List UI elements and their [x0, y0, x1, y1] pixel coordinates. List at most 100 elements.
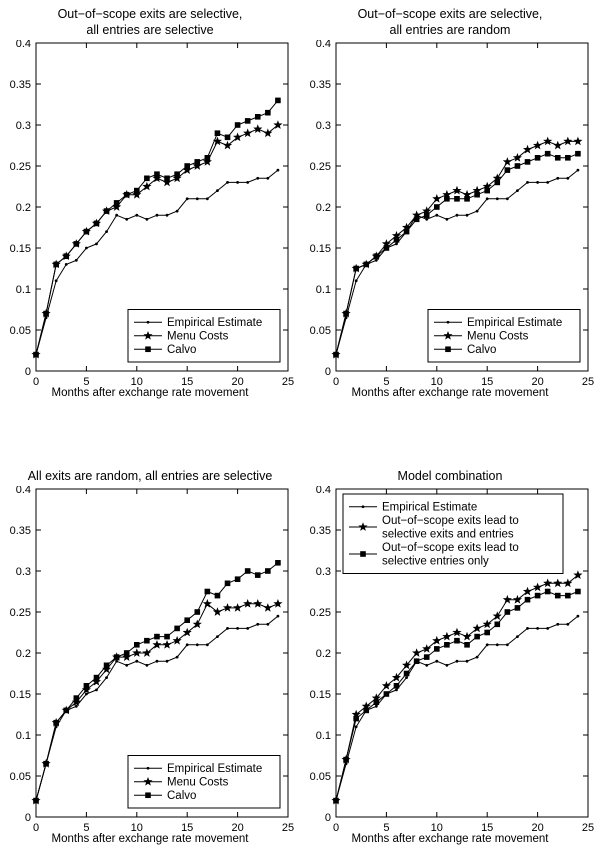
legend-label: Menu Costs — [167, 331, 229, 343]
x-axis-ticks: 0 5 10 15 20 25 — [333, 489, 594, 834]
svg-text:0.4: 0.4 — [16, 486, 31, 496]
svg-text:0: 0 — [33, 376, 39, 388]
svg-text:0.05: 0.05 — [10, 771, 31, 783]
svg-text:0.1: 0.1 — [316, 730, 331, 742]
svg-text:0.15: 0.15 — [310, 243, 331, 255]
chart-title-bottom-left: All exits are random, all entries are se… — [27, 469, 273, 483]
svg-text:0: 0 — [33, 822, 39, 834]
legend-label: Out−of−scope exits lead to selective entr… — [382, 542, 519, 568]
legend-label: Empirical Estimate — [167, 317, 262, 329]
svg-text:5: 5 — [383, 376, 389, 388]
svg-text:0.3: 0.3 — [316, 566, 331, 578]
svg-text:0.35: 0.35 — [10, 525, 31, 537]
chart-plot-top-right: 0 0.05 0.1 0.15 0.2 0.25 0.3 0.35 0.4 0 5 10 15 20 25 E… — [310, 40, 595, 388]
svg-text:0.05: 0.05 — [310, 325, 331, 337]
svg-text:0.1: 0.1 — [316, 284, 331, 296]
x-axis-ticks: 0 5 10 15 20 25 — [33, 489, 294, 834]
svg-text:0.3: 0.3 — [16, 566, 31, 578]
svg-text:5: 5 — [83, 376, 89, 388]
svg-text:0.35: 0.35 — [10, 79, 31, 91]
svg-text:0: 0 — [333, 376, 339, 388]
legend-label: Menu Costs — [167, 777, 229, 789]
svg-text:0.25: 0.25 — [310, 607, 331, 619]
series-0 — [334, 168, 580, 356]
svg-text:0.4: 0.4 — [16, 40, 31, 50]
svg-text:0.2: 0.2 — [316, 202, 331, 214]
svg-text:0.3: 0.3 — [316, 120, 331, 132]
svg-text:25: 25 — [582, 376, 594, 388]
svg-text:0.25: 0.25 — [10, 161, 31, 173]
svg-text:0.25: 0.25 — [310, 161, 331, 173]
svg-text:0.15: 0.15 — [310, 689, 331, 701]
svg-text:0: 0 — [325, 366, 331, 378]
svg-text:15: 15 — [181, 822, 193, 834]
svg-text:20: 20 — [231, 822, 243, 834]
x-axis-label-bottom-left: Months after exchange rate movement — [51, 833, 249, 845]
svg-text:25: 25 — [282, 376, 294, 388]
legend-label: Calvo — [467, 344, 496, 356]
chart-panel-bottom-left: All exits are random, all entries are se… — [0, 468, 300, 845]
legend-label: Empirical Estimate — [382, 502, 477, 514]
chart-panel-top-left: Out−of−scope exits are selective, all en… — [0, 6, 300, 399]
svg-text:20: 20 — [531, 376, 543, 388]
chart-title-bottom-right: Model combination — [397, 469, 503, 483]
svg-text:5: 5 — [83, 822, 89, 834]
svg-text:25: 25 — [582, 822, 594, 834]
legend-label: Empirical Estimate — [467, 317, 562, 329]
y-axis-ticks: 0 0.05 0.1 0.15 0.2 0.25 0.3 0.35 0.4 — [310, 486, 588, 824]
svg-text:10: 10 — [131, 376, 143, 388]
svg-text:0.2: 0.2 — [16, 648, 31, 660]
svg-text:15: 15 — [481, 822, 493, 834]
svg-text:0.15: 0.15 — [10, 243, 31, 255]
legend-label: Empirical Estimate — [167, 763, 262, 775]
svg-text:0.4: 0.4 — [316, 486, 331, 496]
chart-plot-top-left: 0 0.05 0.1 0.15 0.2 0.25 0.3 0.35 0.4 0 5 10 15 20 25 E… — [10, 40, 295, 388]
x-axis-label-bottom-right: Months after exchange rate movement — [351, 833, 549, 845]
legend-label: Calvo — [167, 790, 196, 802]
svg-text:0: 0 — [25, 366, 31, 378]
svg-text:10: 10 — [431, 822, 443, 834]
x-axis-ticks: 0 5 10 15 20 25 — [33, 43, 294, 388]
svg-text:5: 5 — [383, 822, 389, 834]
chart-panel-bottom-right: Model combination 0 0.05 0.1 0.15 0.2 0.25 0.3… — [300, 468, 600, 845]
svg-text:0: 0 — [325, 812, 331, 824]
y-axis-ticks: 0 0.05 0.1 0.15 0.2 0.25 0.3 0.35 0.4 — [10, 486, 288, 824]
series-0 — [34, 168, 280, 356]
chart-title-top-left: Out−of−scope exits are selective, all en… — [57, 7, 243, 37]
svg-text:0: 0 — [25, 812, 31, 824]
legend-label: Out−of−scope exits lead to selective exit… — [382, 515, 519, 541]
svg-text:0.4: 0.4 — [316, 40, 331, 50]
svg-text:0.25: 0.25 — [10, 607, 31, 619]
svg-text:10: 10 — [131, 822, 143, 834]
svg-text:0.05: 0.05 — [10, 325, 31, 337]
svg-text:15: 15 — [481, 376, 493, 388]
chart-plot-bottom-left: 0 0.05 0.1 0.15 0.2 0.25 0.3 0.35 0.4 0 5 10 15 20 25 E… — [10, 486, 295, 834]
legend-label: Menu Costs — [467, 331, 529, 343]
series-2 — [33, 97, 281, 358]
x-axis-label-top-right: Months after exchange rate movement — [351, 387, 549, 399]
svg-text:0.15: 0.15 — [10, 689, 31, 701]
x-axis-label-top-left: Months after exchange rate movement — [51, 387, 249, 399]
svg-text:0: 0 — [333, 822, 339, 834]
svg-text:15: 15 — [181, 376, 193, 388]
svg-text:0.35: 0.35 — [310, 525, 331, 537]
legend-label: Calvo — [167, 344, 196, 356]
svg-text:20: 20 — [231, 376, 243, 388]
x-axis-ticks: 0 5 10 15 20 25 — [333, 43, 594, 388]
svg-text:0.2: 0.2 — [316, 648, 331, 660]
svg-text:0.3: 0.3 — [16, 120, 31, 132]
y-axis-ticks: 0 0.05 0.1 0.15 0.2 0.25 0.3 0.35 0.4 — [310, 40, 588, 378]
svg-text:0.35: 0.35 — [310, 79, 331, 91]
chart-panel-top-right: Out−of−scope exits are selective, all en… — [300, 6, 600, 399]
svg-text:20: 20 — [531, 822, 543, 834]
svg-text:10: 10 — [431, 376, 443, 388]
svg-text:25: 25 — [282, 822, 294, 834]
svg-text:0.05: 0.05 — [310, 771, 331, 783]
svg-text:0.1: 0.1 — [16, 730, 31, 742]
y-axis-ticks: 0 0.05 0.1 0.15 0.2 0.25 0.3 0.35 0.4 — [10, 40, 288, 378]
chart-plot-bottom-right: 0 0.05 0.1 0.15 0.2 0.25 0.3 0.35 0.4 0 5 10 15 20 25 E… — [310, 486, 595, 834]
